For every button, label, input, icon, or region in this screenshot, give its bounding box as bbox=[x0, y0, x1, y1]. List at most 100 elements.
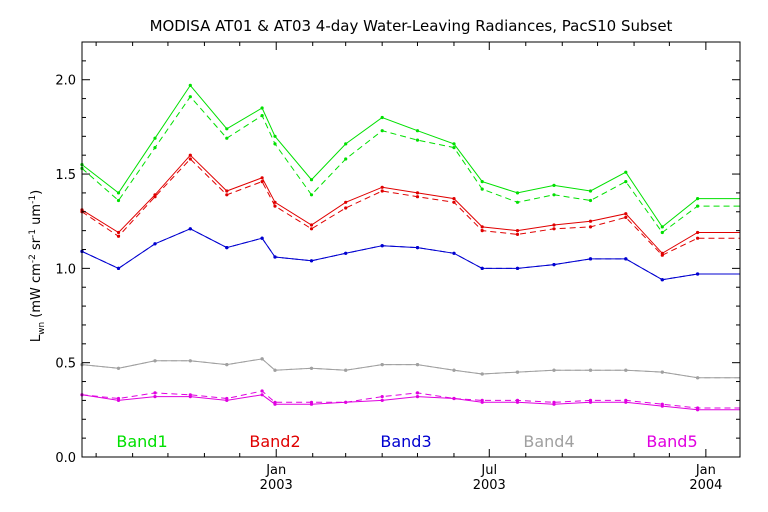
y-axis-label-exp3: -1 bbox=[28, 195, 38, 204]
band1-solid-point-6 bbox=[273, 134, 277, 138]
band4-solid-point-8 bbox=[344, 368, 348, 372]
band1-dashed-point-15 bbox=[588, 198, 593, 203]
band3-solid-point-13 bbox=[515, 266, 520, 270]
y-axis-label-sub: wn bbox=[37, 322, 47, 335]
band2-solid-point-15 bbox=[588, 219, 593, 223]
band1-solid-point-1 bbox=[116, 191, 121, 195]
x-tick-year-label-1: 2003 bbox=[473, 478, 506, 493]
band2-solid-point-14 bbox=[552, 223, 556, 227]
y-tick-label-4: 2.0 bbox=[55, 74, 76, 89]
band1-solid-point-18 bbox=[696, 197, 700, 201]
band2-solid-line bbox=[81, 154, 740, 254]
y-axis-label-units-a: (mW cm bbox=[29, 263, 44, 322]
band4-solid-point-16 bbox=[624, 368, 628, 372]
band5-solid-point-7 bbox=[309, 402, 314, 406]
legend: Band1 Band2 Band3 Band4 Band5 bbox=[116, 432, 697, 451]
band4-solid-point-15 bbox=[588, 368, 593, 372]
band2-dashed-point-1 bbox=[116, 234, 121, 238]
band4-solid-point-11 bbox=[452, 368, 456, 372]
band3-solid-line bbox=[81, 228, 740, 281]
band2-dashed-line bbox=[81, 158, 740, 256]
band5-solid-point-3 bbox=[188, 395, 192, 399]
band1-solid-point-11 bbox=[452, 142, 456, 146]
band5-dashed-point-2 bbox=[153, 391, 157, 395]
band5-solid-line bbox=[81, 394, 740, 411]
band5-solid-point-10 bbox=[415, 395, 420, 399]
band4-solid-point-10 bbox=[415, 363, 420, 367]
band2-solid-point-10 bbox=[415, 191, 420, 195]
band4-solid-point-18 bbox=[696, 376, 700, 380]
band2-dashed-point-7 bbox=[309, 227, 314, 231]
band5-solid-point-14 bbox=[552, 402, 556, 406]
band1-solid-point-3 bbox=[188, 83, 192, 87]
band5-dashed-point-10 bbox=[415, 391, 420, 395]
band5-solid-point-6 bbox=[273, 402, 277, 406]
band4-solid-point-3 bbox=[188, 359, 192, 363]
band3-solid-point-6 bbox=[273, 255, 277, 259]
band1-dashed-line bbox=[81, 95, 740, 234]
band3-solid-point-7 bbox=[309, 259, 314, 263]
band2-dashed-point-13 bbox=[515, 232, 520, 236]
band5-dashed-point-9 bbox=[380, 395, 384, 399]
band2-solid-point-18 bbox=[696, 230, 700, 235]
x-tick-label-1: Jul bbox=[480, 463, 497, 478]
y-tick-label-0: 0.0 bbox=[55, 451, 76, 466]
y-axis-label-units-c: um bbox=[29, 204, 44, 229]
band1-dashed-point-1 bbox=[116, 198, 121, 203]
legend-band1: Band1 bbox=[116, 432, 167, 451]
legend-band4: Band4 bbox=[523, 432, 574, 451]
band4-solid-point-9 bbox=[380, 363, 384, 367]
band1-dashed-point-2 bbox=[153, 146, 157, 150]
band4-solid-point-12 bbox=[480, 372, 484, 376]
y-axis-label-exp2: -1 bbox=[28, 229, 38, 238]
band4-solid-point-17 bbox=[660, 370, 664, 374]
y-axis-label: Lwn (mW cm-2 sr-1 um-1) bbox=[28, 190, 47, 342]
y-tick-label-2: 1.0 bbox=[55, 262, 76, 277]
band3-dashed-line bbox=[81, 228, 740, 281]
band1-dashed-point-8 bbox=[344, 157, 348, 161]
band5-dashed-line bbox=[81, 390, 740, 409]
band1-solid-line bbox=[81, 84, 740, 228]
y-axis-label-exp1: -2 bbox=[28, 254, 38, 263]
legend-band3: Band3 bbox=[380, 432, 431, 451]
band2-solid-point-16 bbox=[624, 212, 628, 216]
band2-dashed-point-15 bbox=[588, 225, 593, 229]
band3-solid-point-9 bbox=[380, 244, 384, 248]
band2-dashed-point-6 bbox=[273, 204, 277, 208]
band2-dashed-point-8 bbox=[344, 206, 348, 210]
band2-solid-point-7 bbox=[309, 223, 314, 227]
band4-solid-point-6 bbox=[273, 368, 277, 372]
band4-solid-point-13 bbox=[515, 370, 520, 374]
band2-dashed-point-11 bbox=[452, 200, 456, 204]
band3-solid-point-14 bbox=[552, 263, 556, 267]
band2-dashed-point-14 bbox=[552, 227, 556, 231]
band1-solid-point-4 bbox=[225, 127, 229, 131]
band4-dashed-line bbox=[81, 358, 740, 379]
band3-solid-point-1 bbox=[116, 266, 121, 270]
band1-dashed-point-17 bbox=[660, 230, 664, 235]
band4-solid-point-1 bbox=[116, 366, 121, 370]
band5-solid-point-15 bbox=[588, 400, 593, 404]
band3-solid-point-15 bbox=[588, 257, 593, 261]
band3-solid-point-17 bbox=[660, 278, 664, 282]
svg-text:Lwn (mW cm-2 sr-1 um-1): Lwn (mW cm-2 sr-1 um-1) bbox=[28, 190, 47, 342]
band5-solid-point-16 bbox=[624, 400, 628, 404]
band1-dashed-point-10 bbox=[415, 138, 420, 142]
y-axis-label-main: L bbox=[29, 334, 44, 342]
band1-dashed-point-7 bbox=[309, 193, 314, 197]
band3-solid-point-5 bbox=[260, 236, 264, 240]
band1-solid-point-2 bbox=[153, 136, 157, 140]
band1-dashed-point-18 bbox=[696, 204, 700, 208]
chart-title: MODISA AT01 & AT03 4-day Water-Leaving R… bbox=[150, 17, 673, 35]
legend-band5: Band5 bbox=[646, 432, 697, 451]
band5-solid-point-8 bbox=[344, 400, 348, 404]
band5-solid-point-1 bbox=[116, 398, 121, 402]
band1-solid-point-10 bbox=[415, 129, 420, 133]
band5-solid-point-9 bbox=[380, 398, 384, 402]
band1-solid-point-12 bbox=[480, 180, 484, 184]
band5-solid-point-12 bbox=[480, 400, 484, 404]
plot-area bbox=[80, 83, 740, 412]
band1-solid-point-14 bbox=[552, 183, 556, 187]
y-axis-label-units-b: sr bbox=[29, 237, 44, 254]
